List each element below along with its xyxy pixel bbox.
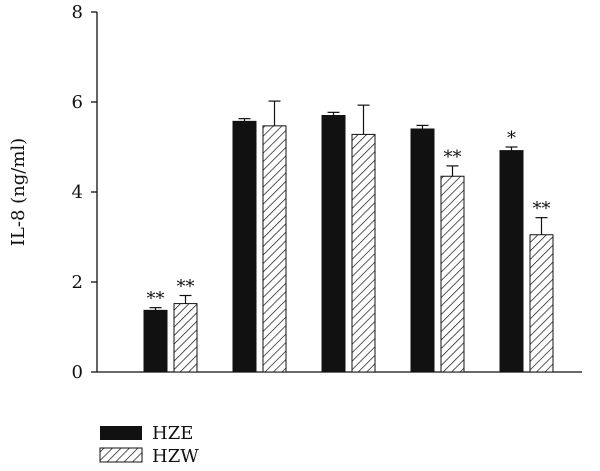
y-tick-label: 4 bbox=[72, 182, 83, 203]
legend: HZE HZW bbox=[99, 423, 199, 467]
bars: ********* bbox=[143, 100, 554, 373]
legend-label-hzw: HZW bbox=[152, 446, 199, 467]
significance-label: ** bbox=[444, 147, 462, 168]
y-axis: 0 2 4 6 8 bbox=[72, 2, 98, 383]
significance-label: ** bbox=[147, 289, 165, 310]
significance-label: * bbox=[507, 128, 516, 149]
bar-hzw bbox=[173, 303, 198, 373]
legend-swatch-hzw bbox=[99, 447, 143, 463]
y-tick-label: 6 bbox=[72, 92, 83, 113]
bar-hze bbox=[232, 120, 257, 373]
legend-label-hze: HZE bbox=[152, 423, 193, 444]
bar-hzw bbox=[440, 175, 465, 373]
bar-hze bbox=[410, 128, 435, 373]
legend-swatch-hze bbox=[100, 426, 142, 440]
significance-label: ** bbox=[533, 199, 551, 220]
bar-hzw bbox=[529, 234, 554, 373]
y-axis-label: IL-8 (ng/ml) bbox=[8, 138, 29, 246]
bar-hze bbox=[499, 150, 524, 373]
y-tick-label: 2 bbox=[72, 272, 83, 293]
significance-label: ** bbox=[177, 277, 195, 298]
bar-hze bbox=[143, 309, 168, 373]
bar-hze bbox=[321, 115, 346, 373]
bar-hzw bbox=[262, 125, 287, 373]
y-tick-label: 0 bbox=[72, 362, 83, 383]
y-ticks: 0 2 4 6 8 bbox=[72, 2, 97, 383]
bar-hzw bbox=[351, 133, 376, 373]
y-tick-label: 8 bbox=[72, 2, 83, 23]
